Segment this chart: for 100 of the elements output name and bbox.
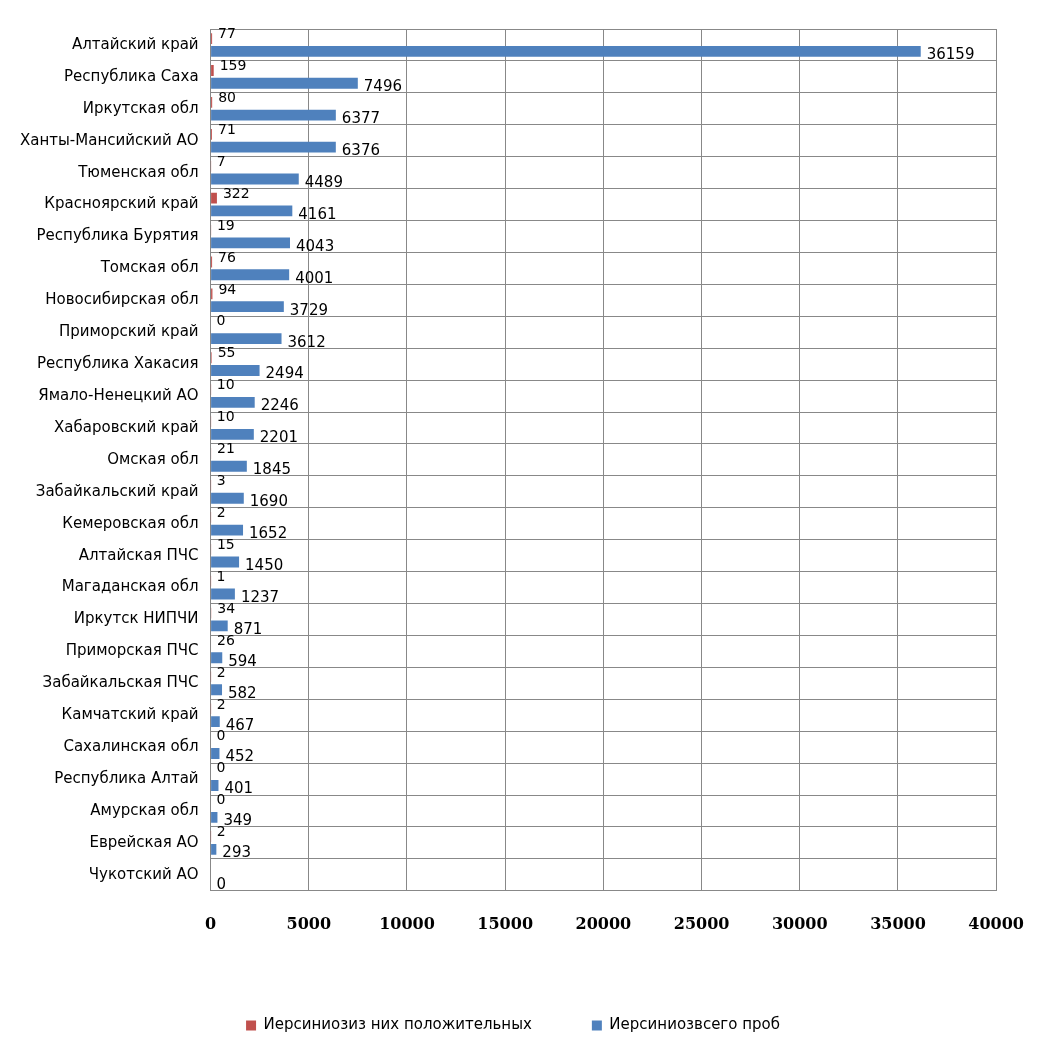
y-tick-label: Еврейская АО xyxy=(89,832,199,851)
data-label: 1652 xyxy=(249,524,288,543)
data-label: 80 xyxy=(218,89,236,106)
data-label: 0 xyxy=(216,312,226,329)
y-tick-label: Ямало-Ненецкий АО xyxy=(38,385,199,404)
data-label: 77 xyxy=(218,25,236,42)
bar xyxy=(211,588,235,600)
data-label: 871 xyxy=(233,619,263,638)
data-label: 7496 xyxy=(363,77,402,96)
bar xyxy=(211,173,299,185)
bar xyxy=(211,237,290,249)
bar xyxy=(211,428,254,440)
y-tick-label: Иркутская обл xyxy=(82,98,199,117)
data-label: 401 xyxy=(224,779,254,798)
y-tick-label: Красноярский край xyxy=(44,194,199,213)
x-tick-label: 25000 xyxy=(673,913,730,933)
bar xyxy=(211,397,255,408)
y-tick-label: Хабаровский край xyxy=(54,417,199,436)
data-label: 4043 xyxy=(296,236,335,255)
x-tick-label: 40000 xyxy=(968,913,1024,933)
bar xyxy=(211,205,293,217)
x-tick-label: 15000 xyxy=(477,913,534,933)
bar xyxy=(211,524,244,536)
bar xyxy=(211,811,218,823)
data-label: 1450 xyxy=(245,555,284,574)
data-label: 2 xyxy=(216,503,226,520)
bar xyxy=(211,780,219,791)
data-label: 36159 xyxy=(926,45,975,64)
data-label: 4161 xyxy=(298,204,337,223)
y-tick-label: Камчатский край xyxy=(61,705,199,724)
data-label: 10 xyxy=(216,376,235,393)
data-label: 293 xyxy=(222,843,251,862)
data-label: 6376 xyxy=(341,140,380,159)
bar xyxy=(211,620,228,632)
x-tick-label: 10000 xyxy=(379,913,435,933)
x-tick-label: 5000 xyxy=(286,913,332,933)
data-label: 0 xyxy=(216,875,227,894)
data-label: 3612 xyxy=(287,332,326,351)
y-tick-label: Приморский край xyxy=(58,322,199,341)
data-label: 322 xyxy=(222,184,250,201)
y-tick-label: Республика Хакасия xyxy=(37,354,199,373)
y-tick-label: Иркутск НИПЧИ xyxy=(73,609,199,628)
data-label: 0 xyxy=(216,791,226,808)
bar xyxy=(211,45,921,57)
data-label: 71 xyxy=(217,120,236,137)
bar xyxy=(211,684,223,696)
data-label: 4489 xyxy=(304,172,343,191)
bar xyxy=(211,492,244,504)
data-label: 6377 xyxy=(341,109,381,128)
data-label: 55 xyxy=(217,344,236,361)
data-label: 19 xyxy=(216,216,235,233)
data-label: 34 xyxy=(217,599,236,616)
bar xyxy=(211,301,284,313)
y-tick-label: Томская обл xyxy=(99,258,199,277)
data-label: 1 xyxy=(216,567,226,584)
y-tick-label: Республика Бурятия xyxy=(36,226,199,245)
data-label: 1690 xyxy=(249,492,288,511)
data-label: 1237 xyxy=(240,587,280,606)
bar xyxy=(211,460,247,472)
data-label: 3 xyxy=(216,472,226,489)
bar xyxy=(211,65,214,76)
y-tick-label: Приморская ПЧС xyxy=(65,641,199,660)
data-label: 349 xyxy=(223,811,253,830)
bar xyxy=(211,556,240,568)
x-tick-label: 0 xyxy=(205,913,217,933)
y-tick-label: Тюменская обл xyxy=(77,162,199,181)
legend-label: Иерсиниозвсего проб xyxy=(609,1015,780,1034)
data-label: 2494 xyxy=(265,364,304,383)
data-label: 7 xyxy=(216,152,226,169)
bar xyxy=(211,109,336,121)
y-tick-label: Магаданская обл xyxy=(61,577,199,596)
y-tick-label: Сахалинская обл xyxy=(63,737,199,756)
data-label: 582 xyxy=(228,683,257,702)
y-tick-label: Кемеровская обл xyxy=(62,513,199,532)
bar xyxy=(211,365,260,376)
y-tick-label: Амурская обл xyxy=(90,800,199,819)
data-label: 594 xyxy=(228,651,257,670)
data-label: 452 xyxy=(225,747,255,766)
y-tick-label: Чукотский АО xyxy=(88,864,199,883)
data-label: 10 xyxy=(216,408,235,425)
data-label: 76 xyxy=(218,248,236,265)
bar xyxy=(211,843,217,855)
data-label: 94 xyxy=(218,280,237,297)
legend-label: Иерсиниозиз них положительных xyxy=(263,1015,532,1034)
data-label: 2 xyxy=(216,663,226,680)
y-tick-label: Алтайский край xyxy=(71,34,199,53)
x-tick-label: 35000 xyxy=(870,913,926,933)
data-label: 2 xyxy=(216,695,226,712)
y-tick-label: Забайкальская ПЧС xyxy=(42,673,199,692)
x-tick-label: 20000 xyxy=(575,913,632,933)
bar xyxy=(211,652,223,664)
data-label: 2201 xyxy=(259,428,299,447)
data-label: 2246 xyxy=(260,396,299,415)
x-tick-label: 30000 xyxy=(771,913,828,933)
data-label: 21 xyxy=(217,440,235,457)
y-tick-label: Омская обл xyxy=(107,449,199,468)
bar xyxy=(211,141,336,153)
data-label: 3729 xyxy=(289,300,329,319)
bar xyxy=(211,192,217,204)
data-label: 15 xyxy=(216,535,235,552)
